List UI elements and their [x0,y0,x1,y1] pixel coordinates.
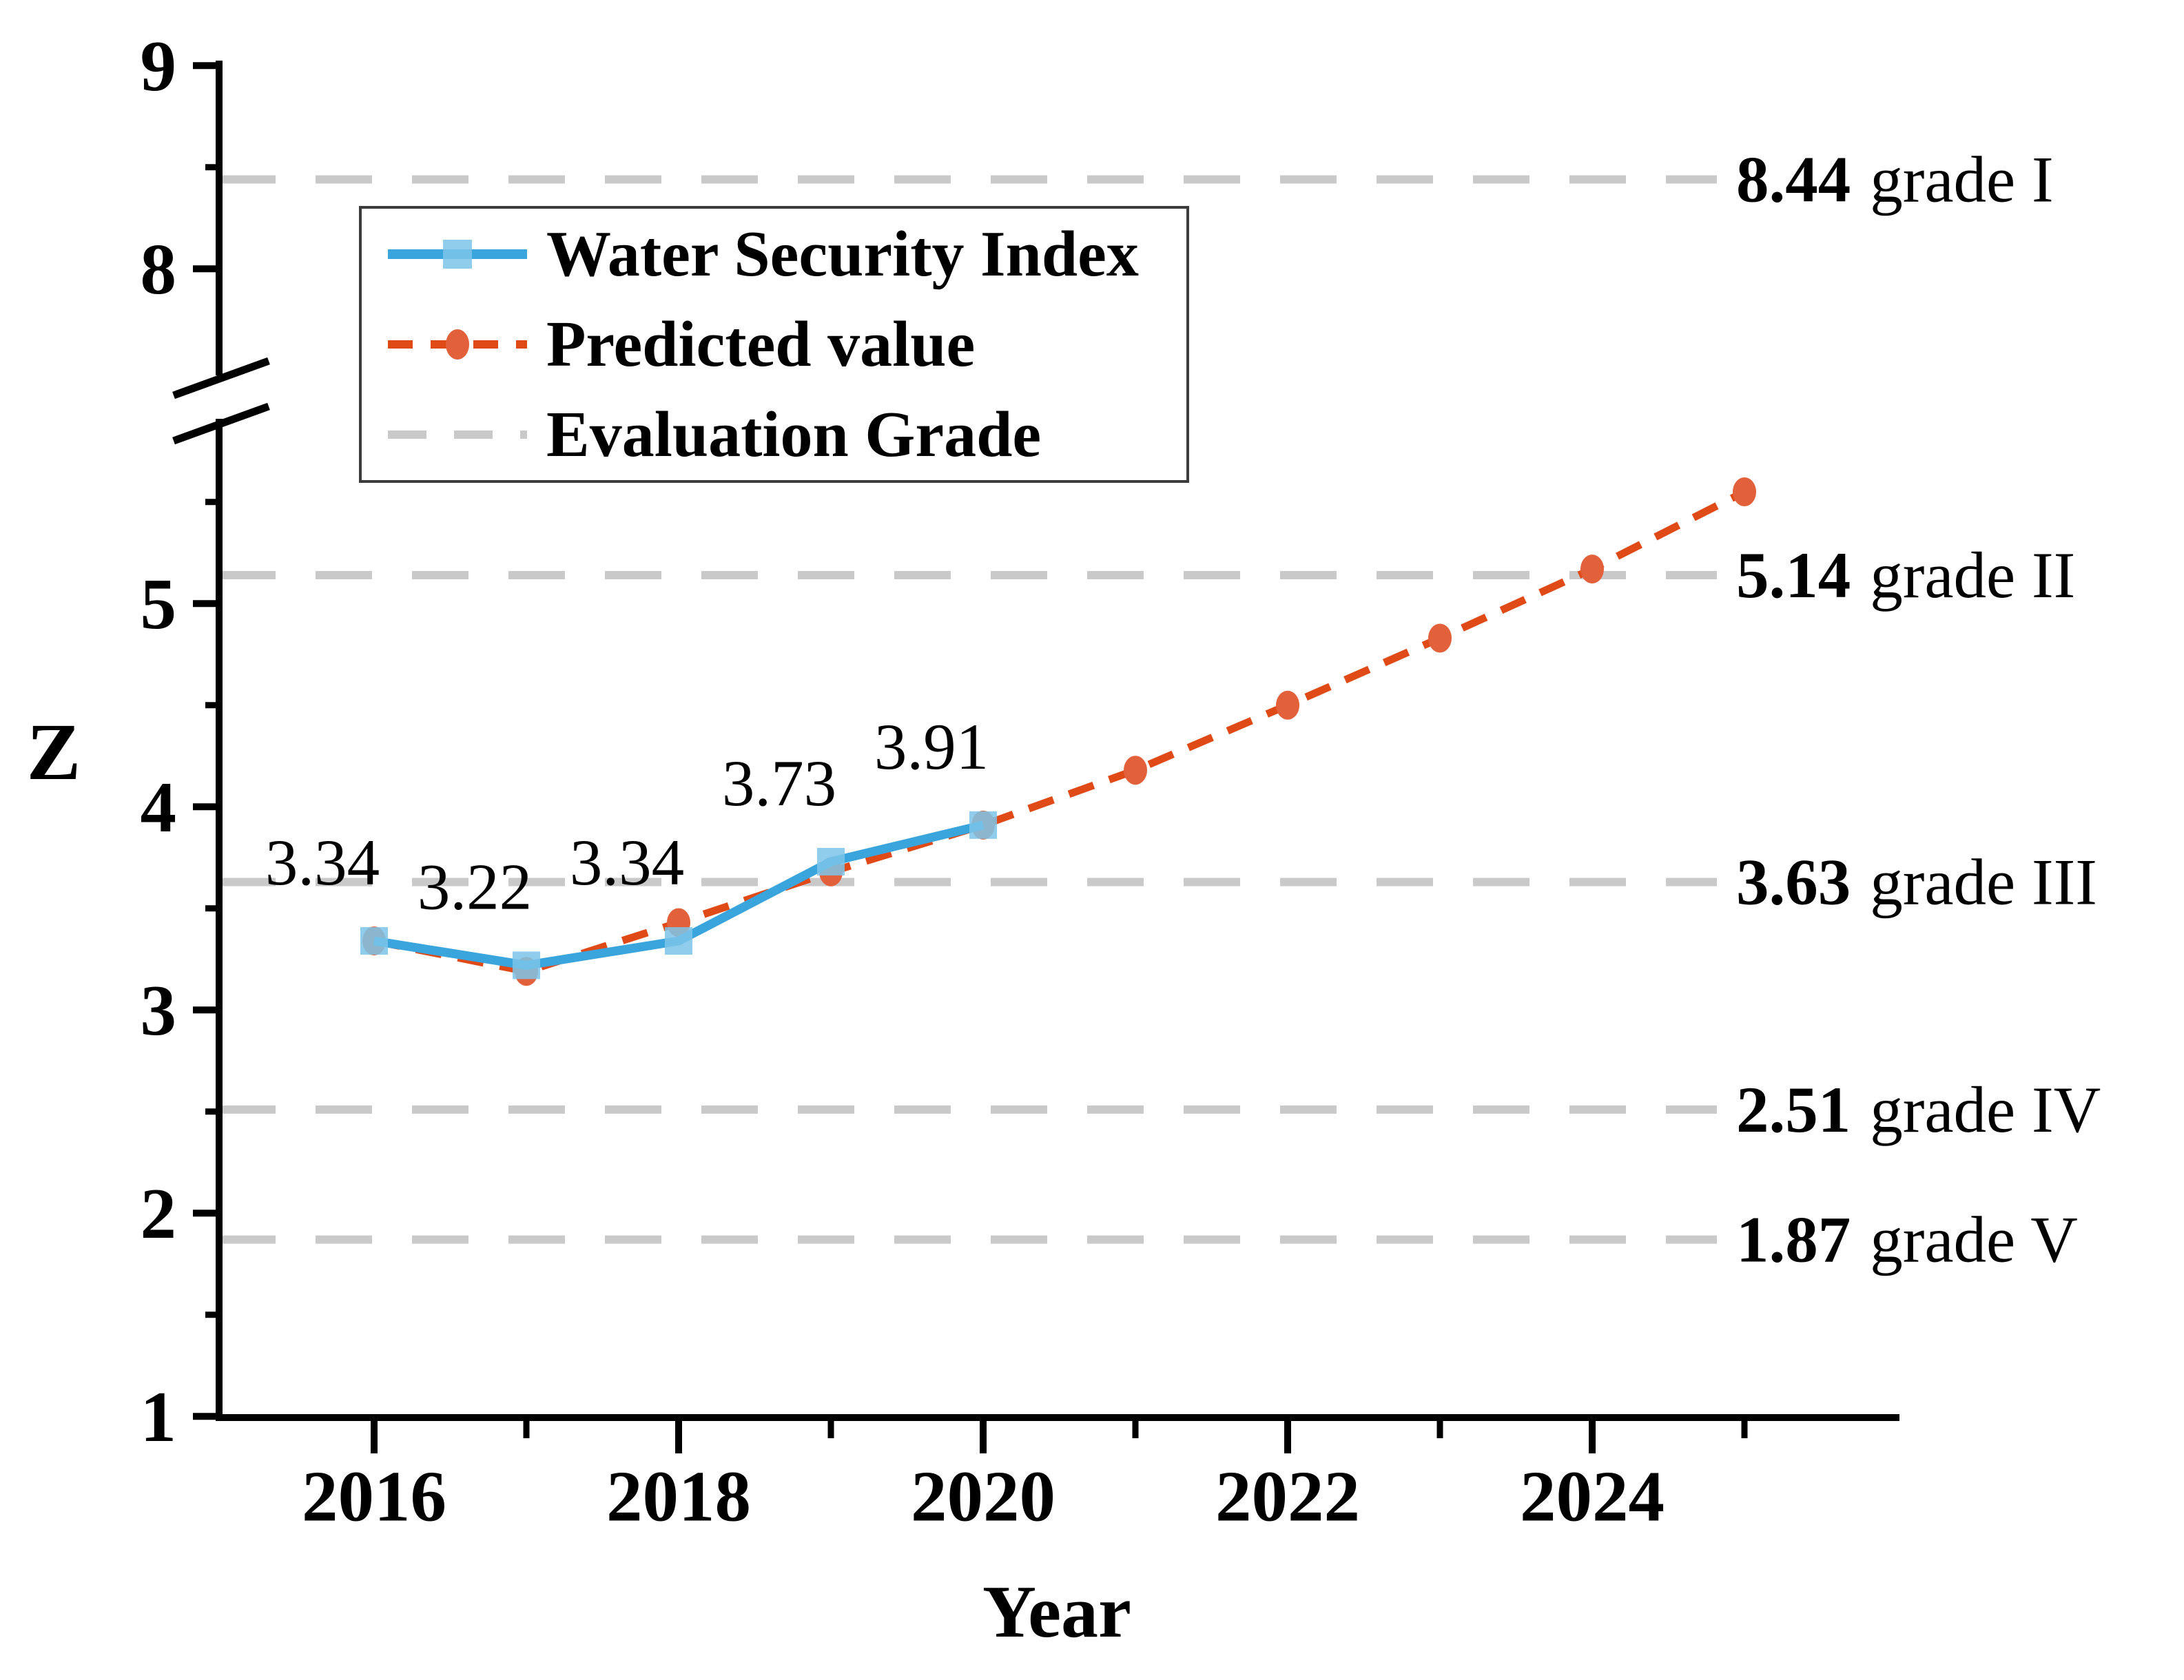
wsi-point [969,811,997,839]
data-labels: 3.34 3.22 3.34 3.73 3.91 [265,710,989,924]
legend: Water Security Index Predicted value Eva… [359,206,1189,483]
y-tick-label: 9 [141,25,177,106]
x-axis-title: Year [982,1571,1131,1653]
legend-label: Evaluation Grade [546,399,1042,471]
legend-label: Water Security Index [546,218,1139,290]
grade-label: 2.51 grade IV [1736,1073,2101,1146]
gray-dashed-line-icon [388,431,527,439]
predicted-point [1124,756,1147,785]
wsi-point [817,847,845,875]
x-tick-label: 2022 [1215,1456,1360,1537]
legend-label: Predicted value [546,308,976,380]
predicted-point [1276,690,1299,720]
data-label: 3.91 [874,710,989,783]
axis-break-mark [172,402,270,445]
red-dashed-circle-marker-icon [388,329,527,360]
axis-break-mark [172,357,270,400]
data-label: 3.34 [570,826,684,899]
data-label: 3.22 [418,850,532,923]
axes: 1 2 3 4 5 8 9 2016 2018 2020 2022 2024 [141,25,1899,1537]
y-tick-label: 5 [141,563,177,644]
y-tick-label: 4 [141,767,177,847]
legend-item-water-security-index: Water Security Index [362,211,1186,298]
evaluation-grade-lines: 8.44 grade I 5.14 grade II 3.63 grade III 2.51… [219,143,2101,1276]
predicted-line [373,488,1747,975]
data-label: 3.73 [722,747,836,820]
predicted-point [1580,554,1604,584]
x-tick-label: 2024 [1520,1456,1665,1537]
y-tick-label: 2 [141,1173,177,1254]
predicted-point [1733,477,1756,507]
grade-label: 8.44 grade I [1736,143,2054,216]
y-tick-label: 8 [141,229,177,309]
blue-line-square-marker-icon [388,239,527,269]
wsi-point [513,951,540,979]
grade-label: 5.14 grade II [1736,539,2075,612]
grade-label: 1.87 grade V [1736,1203,2078,1276]
legend-item-predicted-value: Predicted value [362,301,1186,388]
wsi-point [665,927,692,955]
y-axis-title: Z [26,707,81,797]
predicted-point [1428,623,1452,653]
water-security-index-series [360,811,997,979]
legend-item-evaluation-grade: Evaluation Grade [362,391,1186,478]
x-tick-label: 2016 [302,1456,446,1537]
x-tick-label: 2018 [606,1456,751,1537]
wsi-point [360,927,388,955]
data-label: 3.34 [265,826,380,899]
grade-label: 3.63 grade III [1736,845,2097,918]
x-tick-label: 2020 [911,1456,1055,1537]
y-tick-label: 3 [141,970,177,1050]
y-tick-label: 1 [141,1376,177,1457]
predicted-value-series [362,477,1756,986]
